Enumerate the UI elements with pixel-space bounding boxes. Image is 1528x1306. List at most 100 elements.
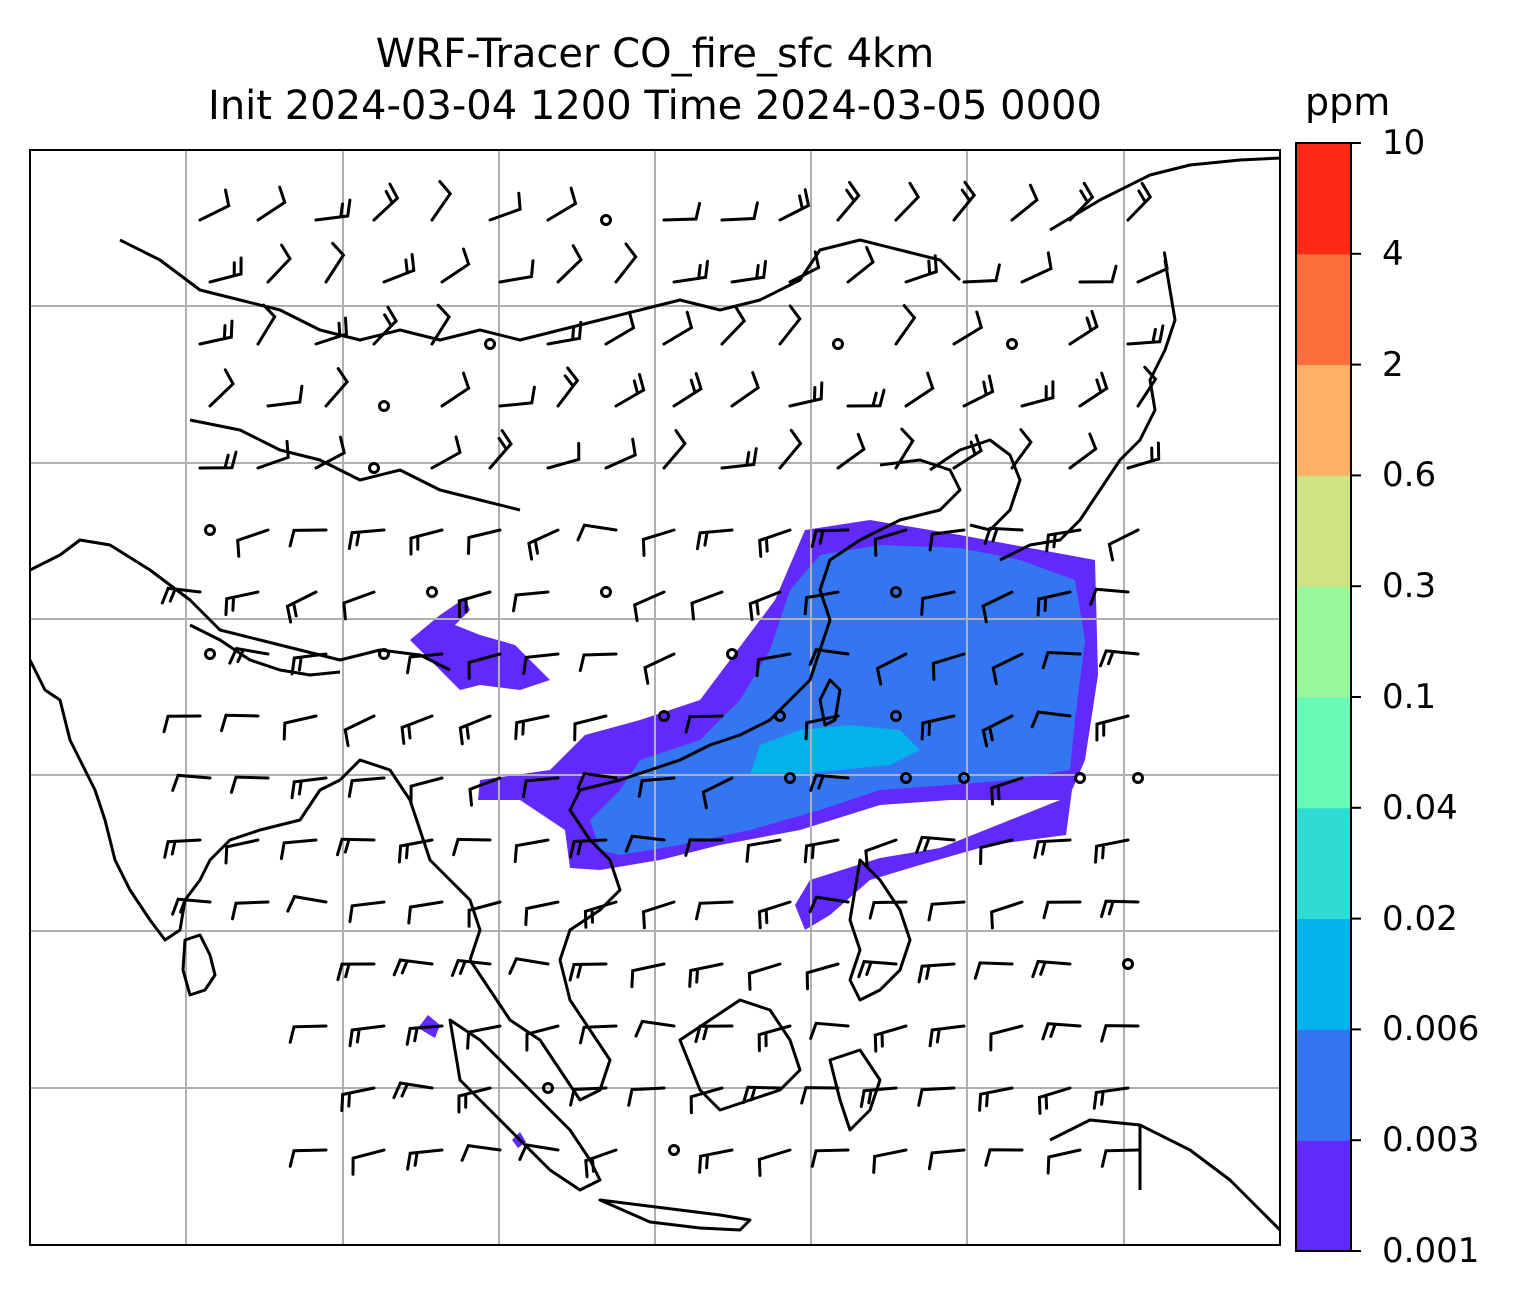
colorbar-segment bbox=[1296, 253, 1351, 366]
wind-barb bbox=[684, 714, 724, 734]
wind-barb bbox=[382, 253, 416, 284]
wind-barb bbox=[757, 1024, 792, 1053]
wind-barb bbox=[730, 259, 767, 284]
wind-barb bbox=[556, 366, 580, 408]
wind-barb bbox=[745, 838, 782, 863]
wind-barb bbox=[220, 713, 260, 733]
map-border bbox=[29, 149, 1281, 1246]
wind-barb bbox=[208, 368, 235, 408]
colorbar-segment bbox=[1296, 918, 1351, 1030]
wind-barb bbox=[859, 1086, 898, 1108]
colorbar-tick-label: 0.3 bbox=[1382, 566, 1437, 607]
colorbar-segment bbox=[1296, 697, 1351, 809]
wind-barb bbox=[778, 428, 803, 470]
wind-barb bbox=[573, 714, 608, 742]
wind-barb bbox=[846, 245, 875, 284]
wind-barb bbox=[576, 771, 618, 790]
wind-barb bbox=[440, 371, 471, 408]
wind-barb bbox=[256, 185, 287, 222]
wind-barb bbox=[1099, 649, 1140, 668]
wind-barb bbox=[803, 590, 840, 616]
wind-barb bbox=[290, 652, 328, 676]
colorbar-segment bbox=[1296, 143, 1351, 255]
coast-java bbox=[598, 1198, 752, 1232]
colorbar-tick-label: 0.02 bbox=[1382, 898, 1458, 939]
wind-barb bbox=[236, 528, 270, 558]
wind-barb bbox=[527, 528, 560, 561]
wind-barb bbox=[458, 714, 492, 746]
wind-barb bbox=[1046, 1148, 1082, 1175]
colorbar-tick-label: 0.6 bbox=[1382, 455, 1437, 496]
wind-barb bbox=[604, 310, 636, 346]
coast-sulawesi bbox=[828, 1048, 882, 1132]
wind-barb bbox=[452, 837, 492, 857]
border-nepal bbox=[189, 623, 341, 677]
wind-barb bbox=[198, 188, 231, 222]
wind-barb bbox=[624, 834, 666, 853]
wind-barb bbox=[915, 835, 956, 854]
wind-barb bbox=[1041, 1022, 1082, 1041]
wind-barb bbox=[343, 714, 376, 748]
wind-barb bbox=[857, 960, 898, 979]
wind-barb bbox=[1068, 181, 1095, 222]
wind-barb bbox=[778, 188, 811, 222]
calm-wind-marker bbox=[890, 586, 902, 598]
calm-wind-marker bbox=[726, 648, 738, 660]
wind-barb bbox=[162, 714, 202, 734]
wind-barb bbox=[952, 180, 977, 222]
wind-barb bbox=[904, 254, 938, 284]
wind-barb bbox=[457, 1086, 492, 1114]
wind-barb bbox=[868, 900, 908, 920]
wind-barb bbox=[285, 590, 318, 624]
colorbar-segment bbox=[1296, 364, 1351, 476]
map-area bbox=[30, 150, 1280, 1245]
wind-barb bbox=[952, 310, 984, 346]
wind-barb bbox=[748, 590, 782, 622]
wind-barb bbox=[256, 303, 277, 346]
wind-barb bbox=[1089, 587, 1130, 606]
wind-barb bbox=[800, 1086, 840, 1105]
wind-barb bbox=[578, 652, 618, 672]
wind-barb bbox=[406, 652, 444, 675]
wind-barb bbox=[672, 372, 703, 408]
wind-barb bbox=[962, 263, 1001, 284]
wind-barb bbox=[336, 837, 376, 857]
wind-barb bbox=[662, 201, 702, 222]
wind-barb bbox=[524, 900, 560, 926]
wind-barb bbox=[1100, 1148, 1140, 1168]
wind-barb bbox=[1037, 1086, 1072, 1115]
wind-barb bbox=[1126, 324, 1165, 346]
wind-barb bbox=[521, 776, 560, 799]
wind-barb bbox=[513, 838, 550, 864]
wind-barb bbox=[979, 838, 1014, 866]
wind-barb bbox=[508, 957, 550, 975]
wind-barb bbox=[1094, 838, 1130, 864]
wind-barb bbox=[928, 528, 966, 552]
calm-wind-marker bbox=[1074, 772, 1086, 784]
wind-barb bbox=[920, 714, 956, 741]
wind-barb bbox=[662, 310, 694, 346]
wind-barb bbox=[973, 961, 1014, 980]
wind-barb bbox=[920, 590, 956, 616]
wind-barb bbox=[576, 523, 618, 542]
wind-barb bbox=[894, 427, 915, 470]
wind-barb bbox=[231, 900, 270, 921]
wind-barb bbox=[498, 385, 536, 408]
wind-barb bbox=[229, 775, 270, 794]
wind-barb bbox=[430, 435, 462, 470]
wind-barb bbox=[400, 714, 434, 745]
wind-barb bbox=[836, 432, 866, 470]
colorbar-tick-label: 0.1 bbox=[1382, 677, 1437, 717]
wind-barb bbox=[457, 590, 492, 619]
wind-barb bbox=[288, 1024, 328, 1044]
wind-barb bbox=[927, 1148, 966, 1171]
calm-wind-marker bbox=[368, 462, 380, 474]
wind-barb bbox=[788, 381, 824, 408]
wind-barb bbox=[546, 186, 578, 222]
colorbar-unit-label: ppm bbox=[1305, 80, 1391, 124]
calm-wind-marker bbox=[774, 710, 786, 722]
wind-barb bbox=[873, 528, 908, 557]
wind-barb bbox=[460, 1143, 502, 1162]
wind-barb bbox=[978, 1086, 1014, 1112]
wind-barb bbox=[864, 838, 898, 869]
